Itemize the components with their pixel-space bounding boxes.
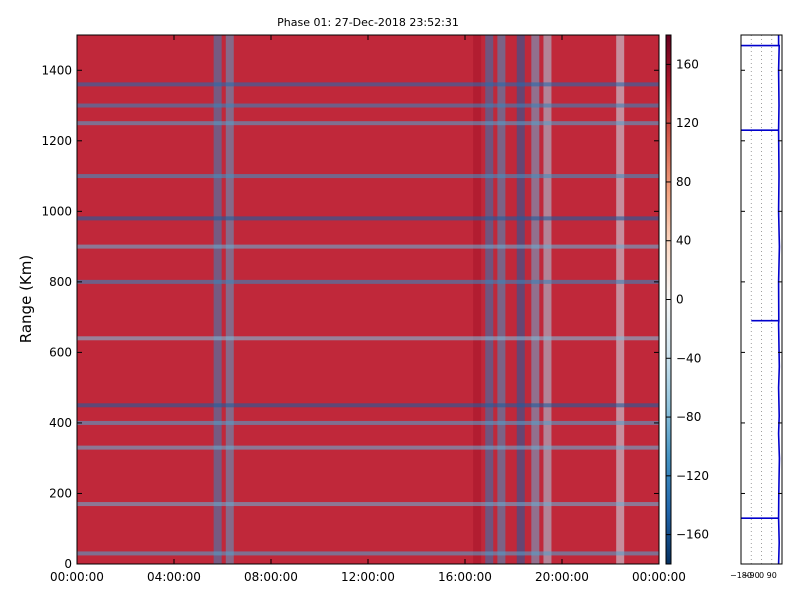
colorbar: 160 120 80 40 0 −40 −80 −120 −160 — [665, 34, 709, 565]
heatmap-horizontal-band — [77, 551, 659, 556]
y-tick-label: 0 — [64, 557, 72, 571]
y-tick-label: 400 — [49, 416, 72, 430]
chart-title: Phase 01: 27-Dec-2018 23:52:31 — [277, 16, 459, 29]
heatmap-panel: 00:00:00 04:00:00 08:00:00 12:00:00 16:00:00… — [41, 34, 686, 584]
y-tick-label: 200 — [49, 486, 72, 500]
y-tick-label: 600 — [49, 345, 72, 359]
colorbar-tick-label: 0 — [676, 293, 684, 307]
profile-x-tick-label: 0 — [759, 571, 764, 580]
x-tick-label: 20:00:00 — [535, 570, 589, 584]
heatmap-vertical-band — [485, 35, 494, 564]
heatmap-horizontal-band — [77, 403, 659, 408]
profile-panel: −180−90 0 90 — [730, 34, 783, 580]
y-tick-label: 1000 — [41, 204, 72, 218]
x-tick-label: 00:00:00 — [632, 570, 686, 584]
x-tick-label: 16:00:00 — [438, 570, 492, 584]
heatmap-horizontal-band — [77, 502, 659, 507]
colorbar-tick-label: −40 — [676, 351, 701, 365]
heatmap-vertical-band — [531, 35, 540, 564]
profile-x-tick-label: −180 — [730, 571, 752, 580]
heatmap-background — [77, 35, 659, 564]
heatmap-vertical-band — [497, 35, 506, 564]
heatmap-horizontal-band — [77, 279, 659, 284]
profile-x-tick-label: −90 — [743, 571, 760, 580]
heatmap-horizontal-band — [77, 445, 659, 450]
heatmap-vertical-band — [543, 35, 552, 564]
profile-ticks: −180−90 0 90 — [730, 69, 782, 580]
profile-frame — [740, 34, 783, 565]
profile-x-tick-label: 90 — [767, 571, 777, 580]
colorbar-tick-label: 120 — [676, 116, 699, 130]
heatmap-vertical-band — [473, 35, 482, 564]
profile-lines — [741, 35, 781, 564]
main-axis-ticks: 00:00:00 04:00:00 08:00:00 12:00:00 16:00:00… — [41, 35, 686, 584]
heatmap-horizontal-band — [77, 174, 659, 179]
heatmap-vertical-band — [213, 35, 222, 564]
y-tick-label: 800 — [49, 275, 72, 289]
x-tick-label: 08:00:00 — [244, 570, 298, 584]
colorbar-tick-label: −120 — [676, 469, 709, 483]
colorbar-tick-label: 80 — [676, 175, 691, 189]
y-tick-label: 1200 — [41, 134, 72, 148]
colorbar-ticks: 160 120 80 40 0 −40 −80 −120 −160 — [666, 57, 709, 542]
heatmap-vertical-band — [225, 35, 234, 564]
colorbar-tick-label: −80 — [676, 410, 701, 424]
x-tick-label: 04:00:00 — [147, 570, 201, 584]
colorbar-tick-label: 40 — [676, 234, 691, 248]
heatmap-horizontal-band — [77, 336, 659, 341]
heatmap-horizontal-band — [77, 121, 659, 126]
heatmap-horizontal-band — [77, 420, 659, 425]
x-tick-label: 00:00:00 — [50, 570, 104, 584]
profile-series-line — [741, 35, 781, 564]
heatmap-vertical-band — [516, 35, 525, 564]
heatmap-vertical-band — [616, 35, 625, 564]
colorbar-tick-label: 160 — [676, 57, 699, 71]
colorbar-tick-label: −160 — [676, 528, 709, 542]
y-axis-label: Range (Km) — [17, 255, 35, 343]
x-tick-label: 12:00:00 — [341, 570, 395, 584]
heatmap-horizontal-band — [77, 82, 659, 87]
y-tick-label: 1400 — [41, 63, 72, 77]
heatmap-horizontal-band — [77, 103, 659, 108]
heatmap-horizontal-band — [77, 216, 659, 221]
heatmap-horizontal-band — [77, 244, 659, 249]
heatmap-features — [77, 35, 659, 564]
